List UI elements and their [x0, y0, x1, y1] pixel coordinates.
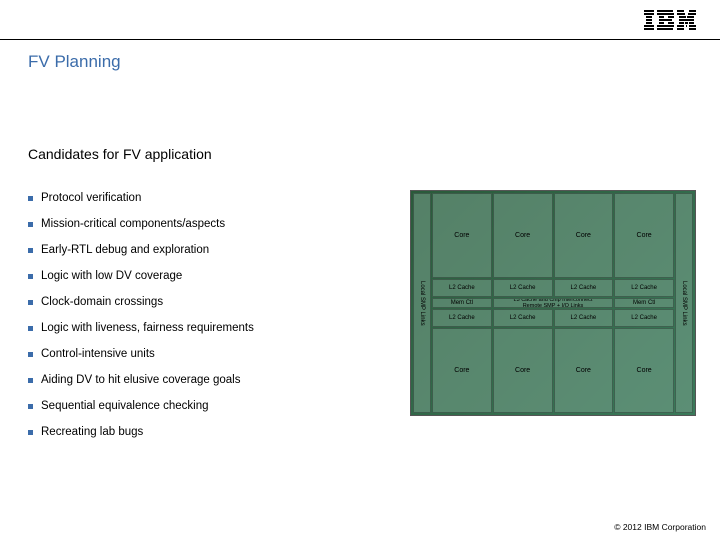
bullet-icon	[28, 430, 33, 435]
header	[0, 0, 720, 40]
bullet-text: Clock-domain crossings	[41, 296, 163, 308]
bullet-icon	[28, 248, 33, 253]
bullet-text: Aiding DV to hit elusive coverage goals	[41, 374, 240, 386]
bullet-text: Mission-critical components/aspects	[41, 218, 225, 230]
footer-copyright: © 2012 IBM Corporation	[614, 522, 706, 532]
chip-l2: L2 Cache	[432, 279, 492, 297]
chip-core: Core	[432, 193, 492, 278]
bullet-icon	[28, 300, 33, 305]
ibm-logo	[644, 10, 696, 30]
chip-core: Core	[614, 328, 674, 413]
bullet-icon	[28, 378, 33, 383]
chip-memctl: Mem Ctl	[614, 298, 674, 308]
bullet-text: Recreating lab bugs	[41, 426, 143, 438]
bullet-text: Sequential equivalence checking	[41, 400, 209, 412]
bullet-list: Protocol verification Mission-critical c…	[28, 192, 388, 452]
bullet-icon	[28, 326, 33, 331]
bullet-icon	[28, 274, 33, 279]
chip-l2: L2 Cache	[493, 309, 553, 327]
list-item: Early-RTL debug and exploration	[28, 244, 388, 256]
bullet-text: Early-RTL debug and exploration	[41, 244, 209, 256]
bullet-icon	[28, 196, 33, 201]
chip-l2: L2 Cache	[614, 309, 674, 327]
list-item: Aiding DV to hit elusive coverage goals	[28, 374, 388, 386]
chip-interconnect: L3 Cache and Chip Interconnect Remote SM…	[493, 298, 614, 308]
chip-memctl: Mem Ctl	[432, 298, 492, 308]
page-title: FV Planning	[28, 52, 121, 72]
chip-side-left: Local SMP Links	[413, 193, 431, 413]
list-item: Sequential equivalence checking	[28, 400, 388, 412]
list-item: Logic with low DV coverage	[28, 270, 388, 282]
chip-core: Core	[554, 328, 614, 413]
bullet-text: Logic with low DV coverage	[41, 270, 182, 282]
list-item: Protocol verification	[28, 192, 388, 204]
chip-die-diagram: Local SMP Links Core Core Core Core L2 C…	[410, 190, 696, 416]
bullet-text: Logic with liveness, fairness requiremen…	[41, 322, 254, 334]
list-item: Recreating lab bugs	[28, 426, 388, 438]
chip-core: Core	[493, 193, 553, 278]
list-item: Control-intensive units	[28, 348, 388, 360]
list-item: Clock-domain crossings	[28, 296, 388, 308]
bullet-icon	[28, 352, 33, 357]
chip-side-right: Local SMP Links	[675, 193, 693, 413]
chip-l2: L2 Cache	[614, 279, 674, 297]
bullet-text: Control-intensive units	[41, 348, 155, 360]
chip-core: Core	[432, 328, 492, 413]
chip-core: Core	[614, 193, 674, 278]
subtitle: Candidates for FV application	[28, 146, 212, 162]
list-item: Logic with liveness, fairness requiremen…	[28, 322, 388, 334]
list-item: Mission-critical components/aspects	[28, 218, 388, 230]
chip-mid-bottom: Remote SMP + I/O Links	[523, 303, 584, 308]
chip-core: Core	[493, 328, 553, 413]
bullet-text: Protocol verification	[41, 192, 141, 204]
chip-l2: L2 Cache	[432, 309, 492, 327]
chip-core: Core	[554, 193, 614, 278]
chip-l2: L2 Cache	[554, 309, 614, 327]
chip-l2: L2 Cache	[493, 279, 553, 297]
bullet-icon	[28, 404, 33, 409]
bullet-icon	[28, 222, 33, 227]
chip-l2: L2 Cache	[554, 279, 614, 297]
